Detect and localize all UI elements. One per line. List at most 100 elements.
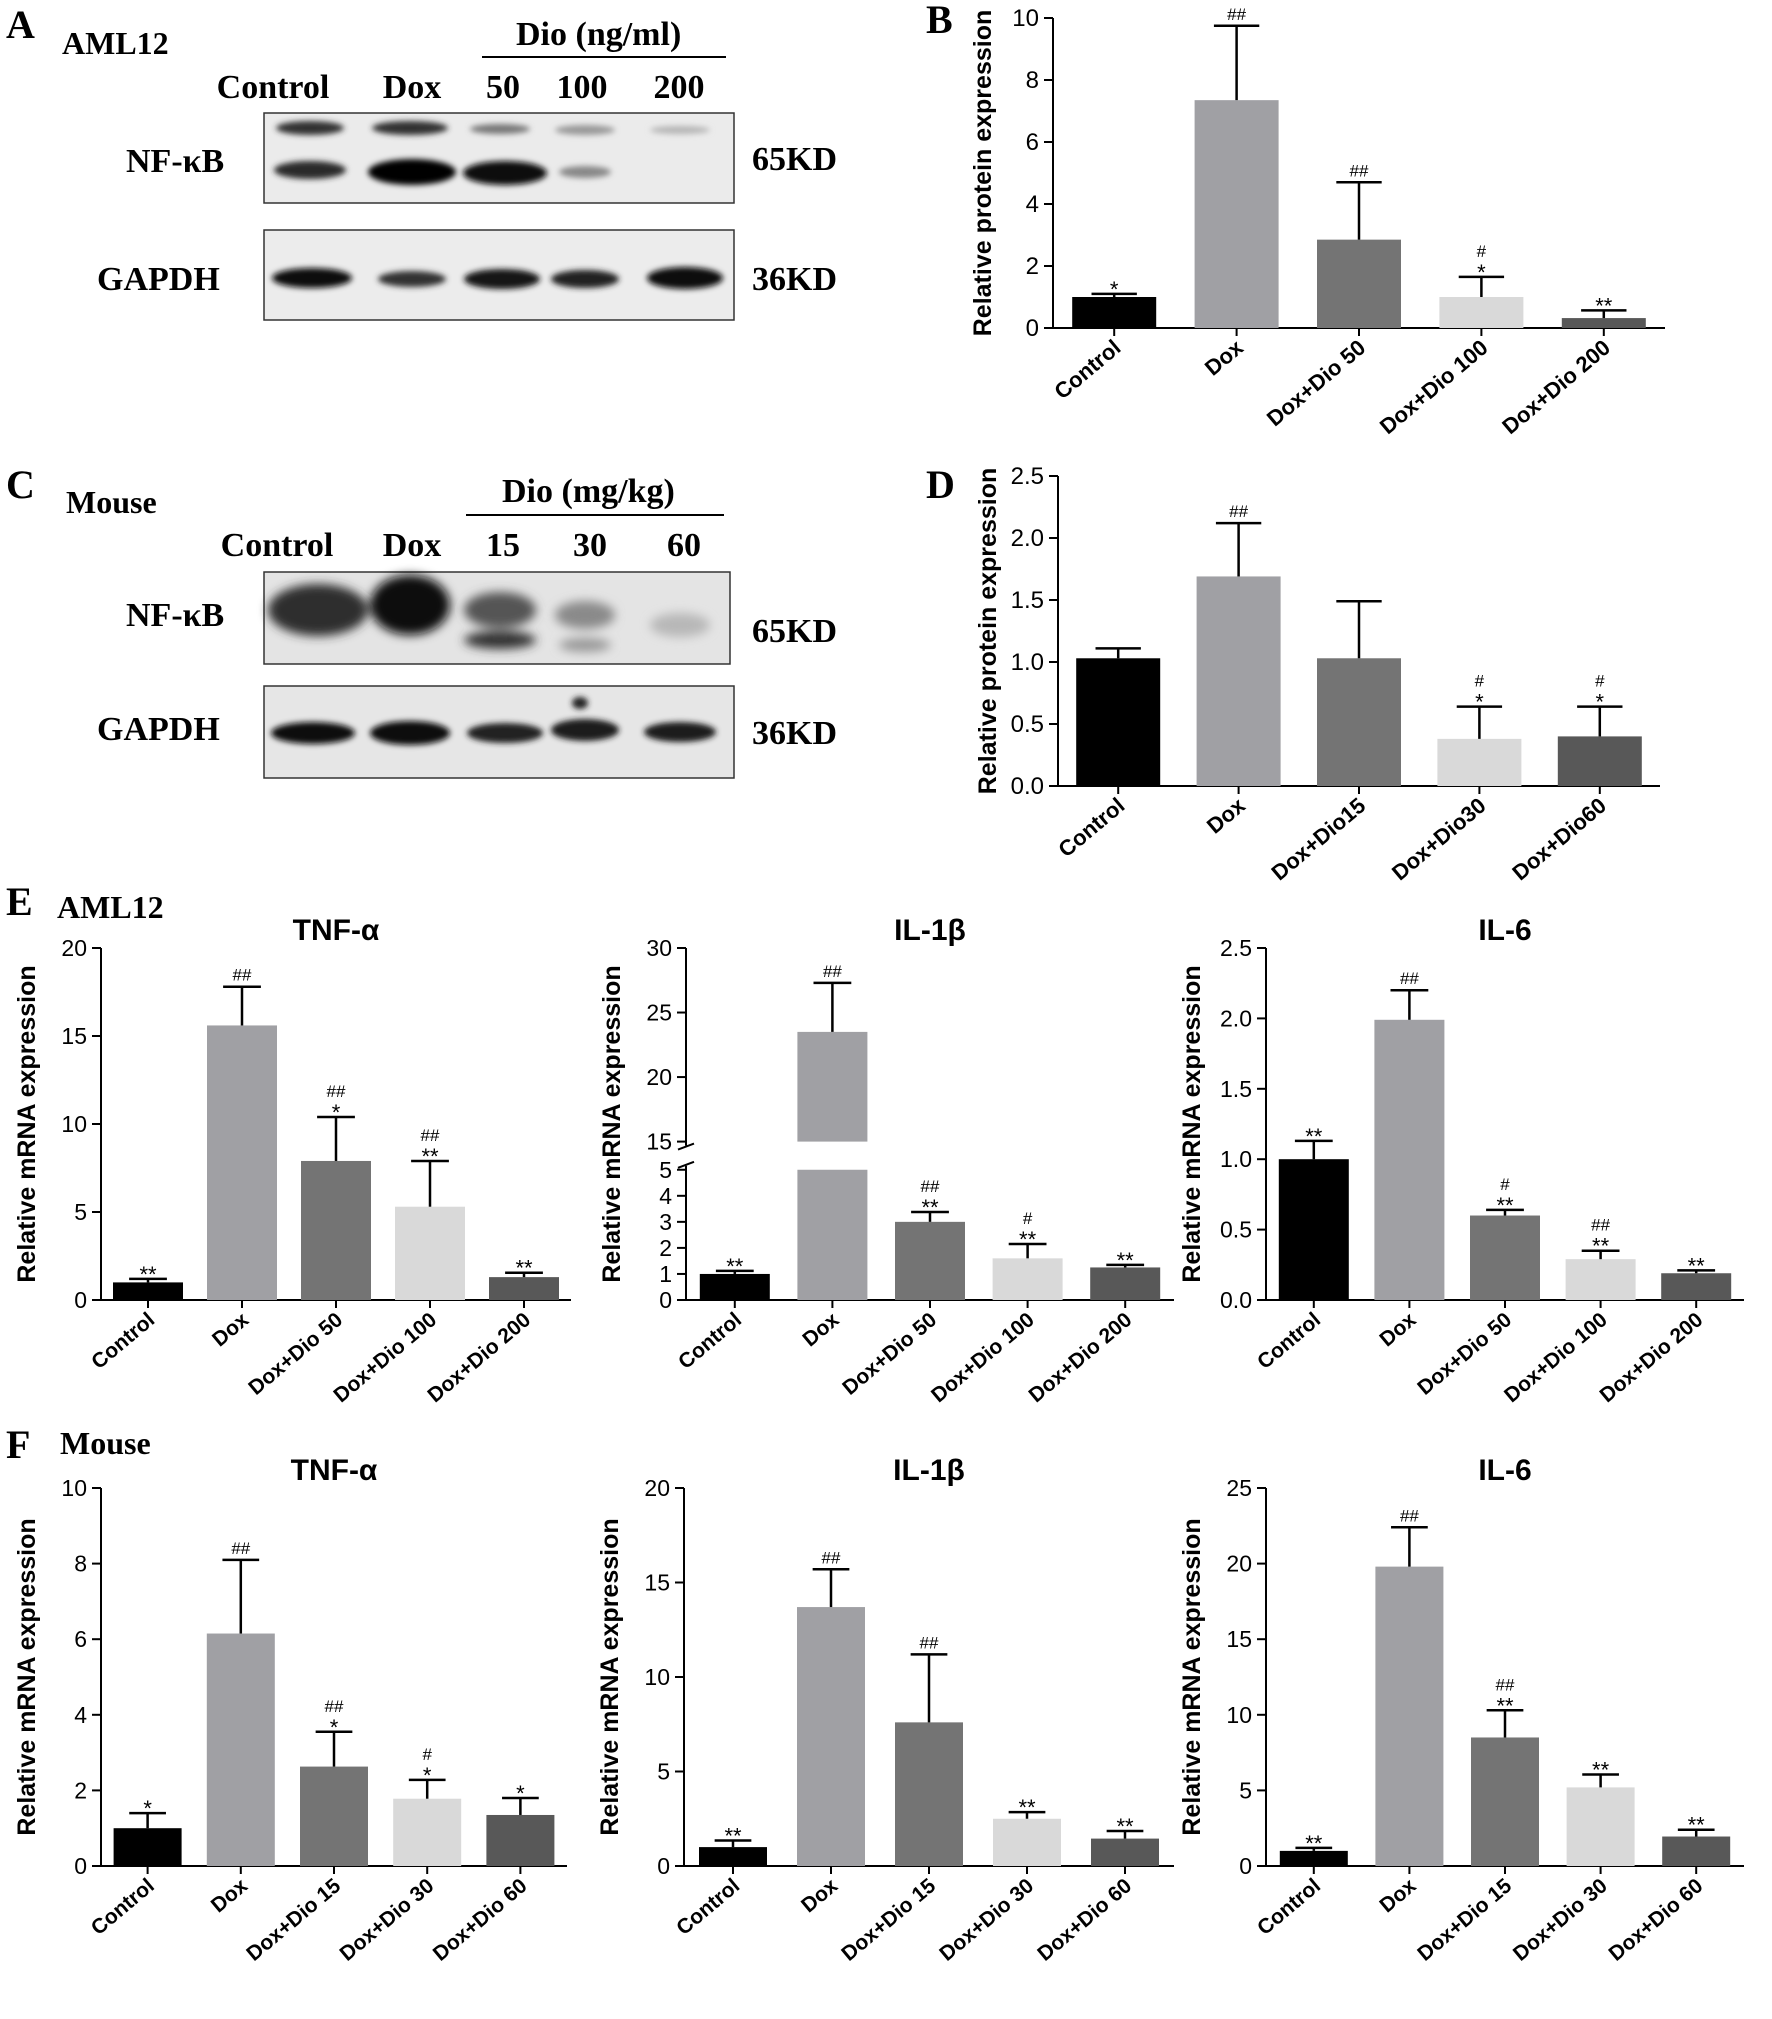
blot-bands bbox=[268, 575, 710, 652]
panel-letter-f: F bbox=[6, 1422, 30, 1467]
significance-label: ** bbox=[1018, 1795, 1036, 1820]
x-tick-label: Dox+Dio 60 bbox=[1605, 1874, 1708, 1966]
x-tick-label: Dox+Dio 200 bbox=[1596, 1308, 1708, 1407]
bar bbox=[1091, 1838, 1159, 1866]
y-axis-label: Relative mRNA expression bbox=[1178, 965, 1206, 1282]
x-tick-label: Dox+Dio 100 bbox=[927, 1308, 1039, 1407]
bar bbox=[301, 1160, 371, 1300]
significance-label: * bbox=[1110, 277, 1119, 302]
significance-label: # bbox=[1500, 1175, 1510, 1194]
y-tick-label: 25 bbox=[1226, 1475, 1252, 1501]
y-tick-label: 2 bbox=[74, 1777, 87, 1803]
x-tick-label: Dox+Dio 100 bbox=[1375, 335, 1493, 439]
significance-label: ** bbox=[421, 1144, 439, 1169]
significance-label: ## bbox=[921, 1177, 940, 1196]
panel-c-protein-label: NF-κB bbox=[126, 597, 224, 634]
y-tick-label: 10 bbox=[61, 1475, 87, 1501]
bar bbox=[1279, 1850, 1348, 1866]
y-tick-label: 1 bbox=[659, 1261, 672, 1287]
y-tick-label: 2.0 bbox=[1220, 1005, 1252, 1031]
y-tick-label: 15 bbox=[1226, 1626, 1252, 1652]
significance-label: ** bbox=[1117, 1248, 1135, 1273]
x-tick-label: Control bbox=[674, 1308, 746, 1374]
bar bbox=[895, 1722, 963, 1866]
x-tick-label: Dox bbox=[1375, 1874, 1420, 1917]
panel-a-model-label: AML12 bbox=[62, 25, 169, 61]
bar bbox=[113, 1282, 183, 1300]
significance-label: ## bbox=[231, 1539, 250, 1558]
y-tick-label: 5 bbox=[657, 1759, 670, 1785]
x-tick-label: Dox bbox=[207, 1874, 252, 1917]
x-tick-label: Dox bbox=[1202, 792, 1250, 838]
panel-a-protein-label: GAPDH bbox=[97, 261, 220, 298]
bar bbox=[489, 1277, 559, 1300]
bar bbox=[1661, 1273, 1732, 1300]
y-tick-label: 8 bbox=[74, 1551, 87, 1577]
panel-a-lane-label: 50 bbox=[486, 69, 520, 106]
y-tick-label: 0 bbox=[74, 1287, 87, 1313]
significance-label: # bbox=[1595, 672, 1605, 691]
significance-label: * bbox=[330, 1715, 339, 1740]
y-tick-label: 1.0 bbox=[1011, 649, 1044, 676]
x-tick-label: Dox+Dio 50 bbox=[244, 1308, 347, 1400]
x-tick-label: Control bbox=[672, 1874, 744, 1940]
chart-title: TNF-α bbox=[293, 914, 380, 947]
panel-a-lane-label: Dox bbox=[383, 69, 442, 106]
significance-label: # bbox=[1023, 1209, 1033, 1228]
panel-a-lane-label: 100 bbox=[557, 69, 608, 106]
bar bbox=[1194, 100, 1279, 329]
x-tick-label: Dox+Dio 15 bbox=[242, 1874, 345, 1966]
chart-e1: 0 5 10 15 20 Relative mRNA expression TNF-α ** C… bbox=[13, 914, 571, 1407]
significance-label: # bbox=[1475, 672, 1485, 691]
significance-label: ** bbox=[1688, 1813, 1706, 1838]
panel-letter-e: E bbox=[6, 879, 33, 924]
panel-c-lane-label: Dox bbox=[383, 527, 442, 564]
y-tick-label: 15 bbox=[644, 1570, 670, 1596]
x-tick-label: Dox+Dio 15 bbox=[1413, 1874, 1516, 1966]
y-tick-label: 20 bbox=[644, 1475, 670, 1501]
chart-f2: 0 5 10 15 20 Relative mRNA expression IL-1β ** C… bbox=[596, 1454, 1174, 1966]
panel-a-treatment-label: Dio (ng/ml) bbox=[516, 16, 681, 53]
bar bbox=[1439, 297, 1524, 328]
chart-title: IL-1β bbox=[894, 914, 966, 947]
x-tick-label: Dox bbox=[797, 1874, 842, 1917]
bar bbox=[992, 1258, 1063, 1300]
significance-label: # bbox=[422, 1745, 432, 1764]
x-tick-label: Dox bbox=[798, 1308, 843, 1351]
significance-label: ## bbox=[1400, 1506, 1419, 1525]
x-tick-label: Dox+Dio 60 bbox=[1033, 1874, 1136, 1966]
y-tick-label: 20 bbox=[61, 935, 87, 961]
significance-label: * bbox=[516, 1781, 525, 1806]
bar bbox=[1557, 736, 1642, 786]
significance-label: ** bbox=[726, 1254, 744, 1279]
chart-title: IL-6 bbox=[1478, 914, 1531, 947]
panel-c-model-label: Mouse bbox=[66, 484, 157, 520]
y-tick-label: 15 bbox=[646, 1129, 672, 1155]
x-tick-label: Dox+Dio 200 bbox=[423, 1308, 535, 1407]
x-tick-label: Dox+Dio15 bbox=[1267, 793, 1371, 886]
bar bbox=[486, 1814, 555, 1866]
x-tick-label: Dox bbox=[1375, 1308, 1420, 1351]
bar bbox=[1566, 1787, 1635, 1866]
y-tick-label: 10 bbox=[1226, 1702, 1252, 1728]
y-axis-label: Relative mRNA expression bbox=[13, 965, 41, 1282]
bar bbox=[207, 1025, 277, 1300]
significance-label: * bbox=[1596, 690, 1605, 715]
x-tick-label: Dox+Dio 30 bbox=[935, 1874, 1038, 1966]
significance-label: ** bbox=[1688, 1253, 1706, 1278]
panel-a-size-label: 36KD bbox=[752, 261, 837, 298]
bar bbox=[1278, 1159, 1349, 1300]
x-tick-label: Dox bbox=[1200, 334, 1248, 380]
y-tick-label: 0 bbox=[657, 1853, 670, 1879]
y-tick-label: 25 bbox=[646, 1000, 672, 1026]
y-tick-label: 5 bbox=[74, 1199, 87, 1225]
chart-title: IL-6 bbox=[1478, 1454, 1531, 1487]
panel-letter-a: A bbox=[6, 2, 35, 47]
significance-label: ## bbox=[1496, 1675, 1515, 1694]
significance-label: * bbox=[423, 1763, 432, 1788]
y-axis-label: Relative mRNA expression bbox=[596, 1518, 624, 1835]
bar bbox=[1565, 1259, 1636, 1300]
blot-bands bbox=[272, 121, 723, 289]
blot-bands bbox=[271, 697, 716, 745]
